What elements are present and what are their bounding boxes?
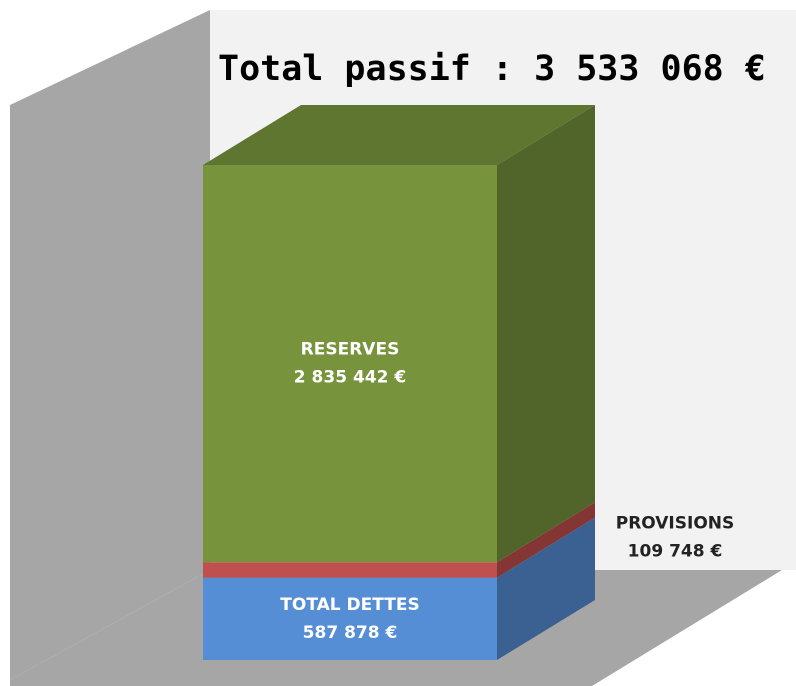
segment-value: 587 878 € [303, 623, 398, 643]
bar-top [203, 105, 595, 165]
bar-side [497, 502, 595, 578]
bars: TOTAL DETTES 587 878 € PROVISIONS 109 748 €… [203, 105, 734, 660]
left-wall [10, 10, 210, 680]
segment-value: 2 835 442 € [294, 368, 406, 388]
bar-segment [203, 165, 497, 563]
segment-name: RESERVES [301, 340, 400, 360]
chart-title: Total passif : 3 533 068 € [218, 49, 766, 89]
segment-name: PROVISIONS [616, 513, 735, 533]
bar-side [497, 517, 595, 660]
bar-segment [203, 577, 497, 660]
bar-side [497, 105, 595, 563]
bar-segment [203, 562, 497, 578]
segment-name: TOTAL DETTES [280, 595, 419, 615]
segment-value: 109 748 € [628, 541, 723, 561]
